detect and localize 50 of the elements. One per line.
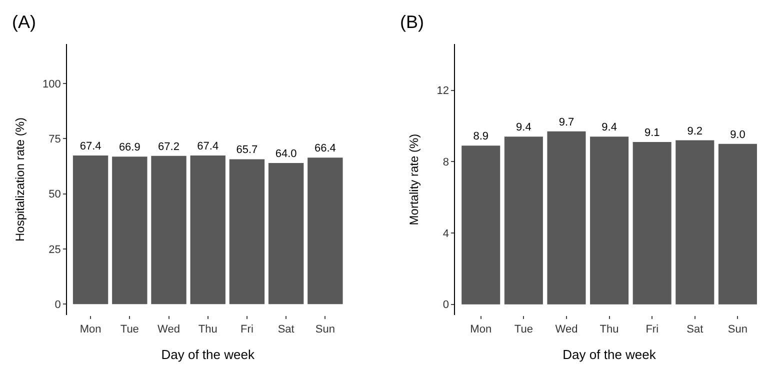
x-tick-label: Thu bbox=[600, 323, 619, 336]
chart-title: (B) bbox=[400, 12, 424, 32]
data-label: 9.7 bbox=[558, 116, 574, 128]
data-label: 8.9 bbox=[473, 130, 489, 143]
x-tick-label: Tue bbox=[120, 323, 139, 336]
y-tick-label: 75 bbox=[48, 134, 61, 146]
data-label: 65.7 bbox=[236, 144, 258, 156]
data-label: 66.9 bbox=[118, 142, 140, 154]
data-label: 9.4 bbox=[516, 122, 532, 134]
data-label: 9.1 bbox=[644, 127, 660, 140]
bar bbox=[190, 155, 226, 304]
x-tick-label: Sun bbox=[315, 323, 335, 336]
data-label: 67.2 bbox=[158, 140, 180, 153]
data-label: 9.4 bbox=[602, 122, 617, 134]
y-tick-label: 4 bbox=[442, 228, 449, 240]
y-tick-label: 0 bbox=[442, 299, 449, 312]
x-tick-label: Fri bbox=[646, 323, 659, 336]
x-tick-label: Thu bbox=[198, 323, 218, 336]
x-axis-title: Day of the week bbox=[562, 346, 656, 362]
bar bbox=[151, 156, 186, 304]
x-tick-label: Fri bbox=[240, 323, 254, 336]
data-label: 67.4 bbox=[197, 140, 219, 152]
bar bbox=[268, 162, 304, 304]
data-label: 9.2 bbox=[687, 125, 703, 138]
bar bbox=[229, 159, 265, 304]
x-tick-label: Tue bbox=[514, 323, 533, 336]
x-tick-label: Mon bbox=[80, 323, 102, 336]
x-tick-label: Sat bbox=[686, 323, 704, 336]
bar bbox=[308, 158, 343, 304]
y-tick-label: 25 bbox=[48, 244, 61, 256]
x-tick-label: Sun bbox=[728, 323, 748, 336]
x-axis-title: Day of the week bbox=[161, 346, 255, 362]
y-axis-title: Mortality rate (%) bbox=[407, 134, 422, 226]
chart-title: (A) bbox=[12, 12, 36, 32]
bar bbox=[72, 155, 108, 304]
x-tick-label: Wed bbox=[158, 323, 180, 336]
data-label: 9.0 bbox=[730, 128, 746, 141]
data-label: 64.0 bbox=[275, 148, 297, 160]
data-label: 67.4 bbox=[80, 140, 102, 152]
y-tick-label: 0 bbox=[54, 298, 61, 311]
x-tick-label: Wed bbox=[555, 323, 578, 336]
x-tick-label: Mon bbox=[470, 323, 492, 336]
y-tick-label: 50 bbox=[48, 188, 61, 201]
x-tick-label: Sat bbox=[278, 323, 294, 336]
y-tick-label: 12 bbox=[436, 85, 449, 98]
data-label: 66.4 bbox=[314, 142, 336, 155]
y-axis-title: Hospitalization rate (%) bbox=[12, 117, 27, 242]
y-tick-label: 8 bbox=[442, 156, 449, 169]
y-tick-label: 100 bbox=[42, 78, 61, 90]
bar bbox=[112, 156, 148, 304]
